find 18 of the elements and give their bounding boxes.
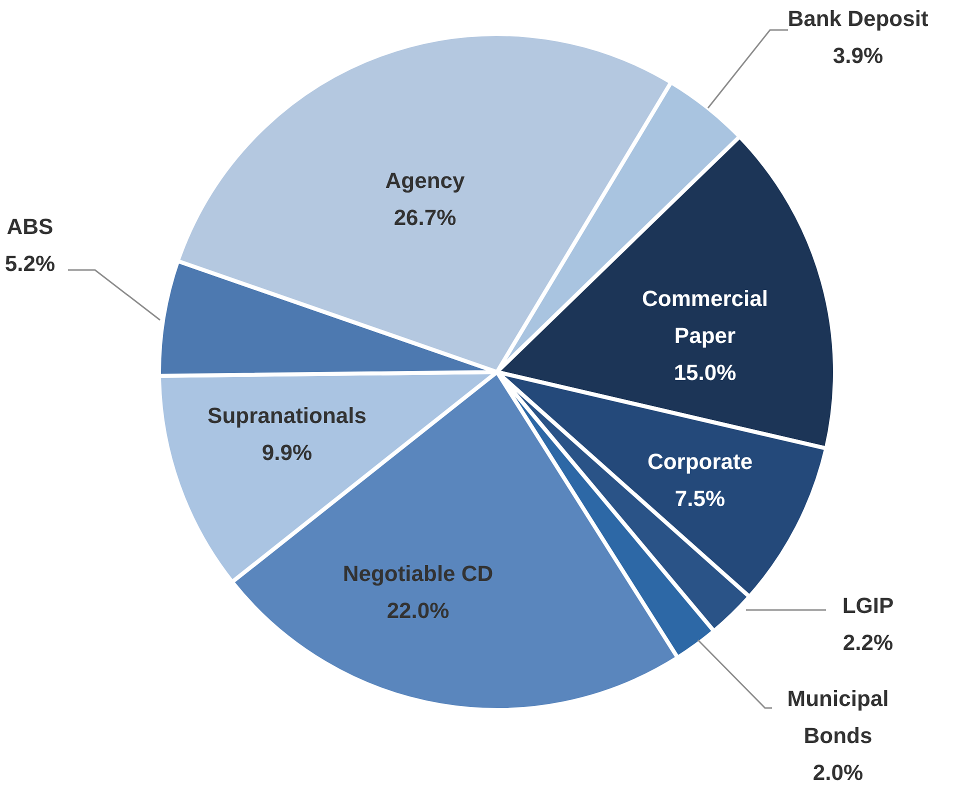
slice-label: LGIP	[842, 593, 894, 618]
slice-label: Supranationals	[208, 403, 366, 428]
data-label: 2.0%	[812, 760, 864, 786]
data-label: 7.5%	[674, 486, 726, 512]
slice-label: Commercial Paper	[642, 286, 768, 348]
data-label: 15.0%	[674, 360, 736, 386]
slice-label: ABS	[6, 214, 54, 240]
slice-label: Municipal Bonds	[787, 686, 889, 748]
slice-label: Agency	[385, 168, 466, 194]
data-label: 3.9%	[832, 43, 884, 68]
data-label: 22.0%	[386, 598, 450, 624]
slice-label: Bank Deposit	[788, 6, 929, 32]
data-label: 26.7%	[394, 205, 456, 230]
slice-label: Negotiable CD	[342, 561, 494, 586]
data-label: 5.2%	[4, 251, 56, 276]
slice-label: Corporate	[647, 449, 753, 474]
data-label: 9.9%	[262, 440, 312, 466]
data-label: 2.2%	[842, 630, 894, 656]
